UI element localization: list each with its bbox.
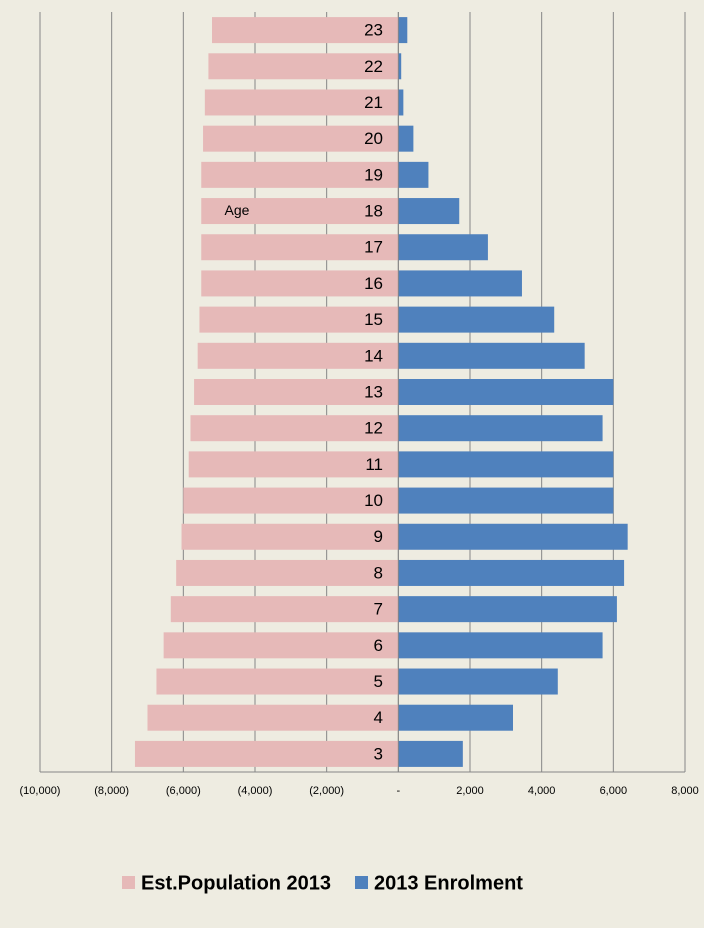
- category-label: 4: [374, 708, 383, 727]
- bar: [176, 559, 399, 586]
- labels: (10,000) (8,000) (6,000) (4,000) (2,000) - 2,0…: [20, 21, 699, 895]
- category-label: 6: [374, 636, 383, 655]
- category-label: 9: [374, 527, 383, 546]
- x-tick-label: -: [396, 785, 400, 797]
- bar: [398, 740, 463, 767]
- category-label: 16: [364, 274, 383, 293]
- x-tick-label: (4,000): [238, 785, 273, 797]
- bar: [398, 451, 614, 478]
- bar: [194, 379, 399, 405]
- bar: [398, 596, 617, 623]
- legend-label: 2013 Enrolment: [374, 872, 523, 894]
- category-label: 21: [364, 93, 383, 112]
- bar: [398, 306, 555, 333]
- bar: [201, 161, 399, 188]
- bar: [398, 53, 402, 80]
- category-label: 5: [374, 672, 383, 691]
- bar: [398, 559, 625, 586]
- category-label: 11: [365, 455, 383, 474]
- category-label: 13: [364, 382, 383, 401]
- x-tick-label: 2,000: [456, 785, 484, 797]
- bar: [188, 451, 399, 478]
- bar: [163, 632, 399, 659]
- bar: [201, 270, 399, 297]
- bar: [190, 415, 399, 442]
- bar: [398, 125, 414, 152]
- bar: [398, 342, 585, 369]
- category-label: 19: [364, 165, 383, 184]
- bar: [398, 415, 603, 442]
- bar: [156, 668, 399, 695]
- bar: [134, 740, 399, 767]
- bar: [170, 596, 399, 623]
- bar: [197, 342, 399, 369]
- category-label: 22: [364, 57, 383, 76]
- category-label: 23: [364, 21, 383, 40]
- x-tick-label: 4,000: [528, 785, 556, 797]
- bar: [398, 523, 628, 550]
- category-label: 18: [364, 202, 383, 221]
- bar: [398, 198, 460, 225]
- bar: [183, 487, 399, 514]
- x-tick-label: (8,000): [94, 785, 129, 797]
- x-tick-label: 8,000: [671, 785, 699, 797]
- legend-swatch: [355, 876, 368, 889]
- bar: [201, 234, 399, 261]
- bar: [212, 17, 399, 44]
- x-tick-label: (6,000): [166, 785, 201, 797]
- x-tick-label: (2,000): [309, 785, 344, 797]
- bar: [398, 487, 614, 514]
- bar: [147, 704, 399, 731]
- bars: [134, 12, 628, 772]
- bar: [201, 198, 399, 225]
- legend-label: Est.Population 2013: [141, 872, 331, 894]
- category-label: 20: [364, 129, 383, 148]
- bar: [398, 161, 429, 188]
- category-label: 14: [364, 346, 383, 365]
- bar: [398, 668, 558, 695]
- category-label: 12: [364, 419, 383, 438]
- x-tick-label: 6,000: [600, 785, 628, 797]
- category-label: 8: [374, 563, 383, 582]
- bar: [181, 523, 399, 550]
- bar: [204, 89, 399, 116]
- bar: [398, 379, 614, 405]
- category-label: 3: [374, 744, 383, 763]
- annotation: Age: [225, 202, 250, 218]
- bar: [203, 125, 399, 152]
- legend-swatch: [122, 876, 135, 889]
- bar: [398, 704, 513, 731]
- bar: [398, 17, 408, 44]
- category-label: 17: [364, 238, 383, 257]
- bar: [398, 234, 488, 261]
- x-tick-label: (10,000): [20, 785, 61, 797]
- bar: [398, 89, 404, 116]
- bar: [199, 306, 399, 333]
- category-label: 7: [374, 600, 383, 619]
- bar: [398, 270, 522, 297]
- bar: [398, 632, 603, 659]
- category-label: 15: [364, 310, 383, 329]
- category-label: 10: [364, 491, 383, 510]
- bar: [208, 53, 399, 80]
